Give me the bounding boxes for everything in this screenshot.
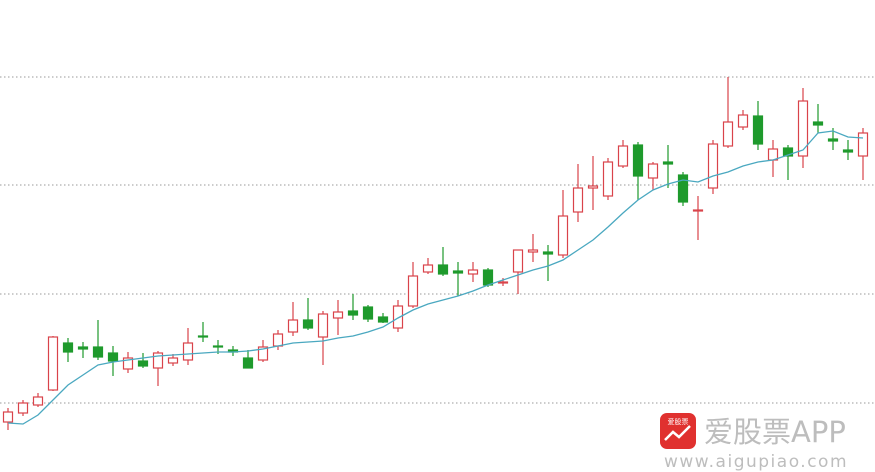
candle-body (137, 360, 149, 367)
logo-icon (664, 425, 691, 441)
candle-body (122, 357, 134, 370)
candle-body (512, 249, 524, 273)
candle-body (572, 187, 584, 213)
candle-body (212, 345, 224, 348)
candle-body (47, 336, 59, 391)
candle-body (647, 163, 659, 179)
candle-body (107, 352, 119, 362)
logo-text: 爱股票 (668, 418, 689, 426)
moving-average-line (7, 130, 864, 425)
candle-body (32, 396, 44, 406)
candle-body (92, 346, 104, 358)
candle-body (797, 100, 809, 157)
candle-body (272, 333, 284, 347)
candle-body (827, 138, 839, 142)
candle-body (782, 147, 794, 157)
candle-body (317, 313, 329, 338)
candle-body (347, 310, 359, 316)
candle-body (692, 209, 704, 212)
candle-body (452, 270, 464, 274)
candle-body (167, 357, 179, 364)
brand-text: 爱股票APP (704, 415, 846, 449)
candle-body (422, 264, 434, 273)
candle-body (602, 161, 614, 197)
candle-body (722, 121, 734, 147)
candle-body (812, 121, 824, 126)
candle-body (467, 269, 479, 275)
candle-body (482, 269, 494, 286)
candle-body (362, 306, 374, 320)
candle-body (497, 281, 509, 284)
candle-body (2, 411, 14, 423)
candle-body (527, 249, 539, 253)
watermark: 爱股票 爱股票APP www.aigupiao.com (660, 413, 848, 472)
candle-body (617, 145, 629, 167)
candle-body (62, 342, 74, 353)
candle-body (707, 143, 719, 189)
candle-body (152, 352, 164, 369)
candle-body (377, 316, 389, 323)
candle-body (557, 215, 569, 256)
candle-body (392, 305, 404, 329)
candle-body (197, 335, 209, 338)
candle-body (257, 346, 269, 361)
candle-body (857, 132, 869, 157)
candle-body (332, 311, 344, 319)
candle-body (182, 342, 194, 361)
logo (660, 413, 696, 449)
candle-body (842, 149, 854, 153)
candle-body (632, 144, 644, 177)
candle-body (752, 115, 764, 145)
candle-body (287, 319, 299, 333)
candle-body (542, 251, 554, 255)
candle-body (77, 346, 89, 350)
candle-body (737, 114, 749, 128)
candle-body (17, 402, 29, 414)
candle-body (302, 319, 314, 329)
candle-body (587, 185, 599, 189)
candle-body (437, 264, 449, 275)
candle-body (407, 275, 419, 307)
url-text: www.aigupiao.com (664, 452, 848, 472)
candle-body (662, 161, 674, 165)
candle-body (677, 174, 689, 203)
candle-body (242, 357, 254, 369)
